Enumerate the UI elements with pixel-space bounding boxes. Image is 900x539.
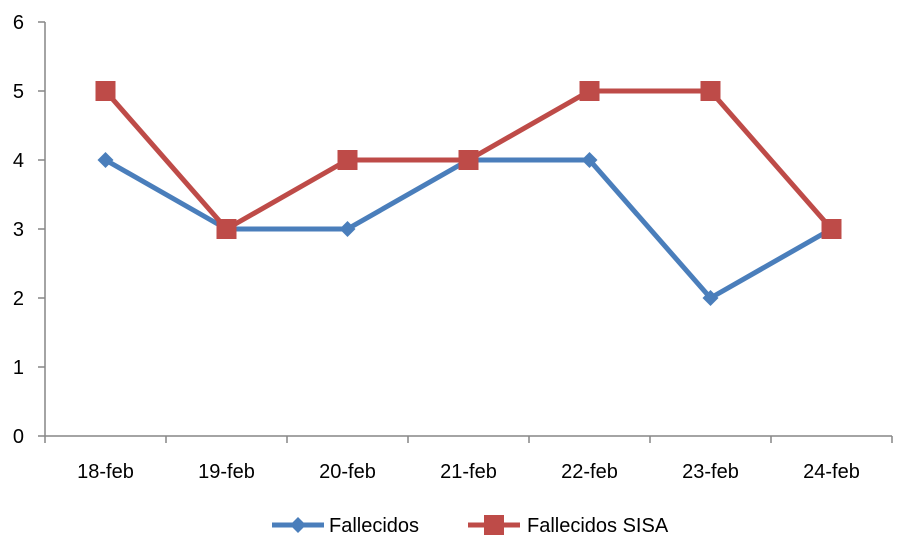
legend-item-0: Fallecidos — [272, 515, 419, 537]
square-marker — [458, 150, 479, 170]
y-tick-label: 0 — [13, 426, 24, 448]
y-tick-label: 1 — [13, 357, 24, 379]
y-tick-label: 4 — [13, 150, 24, 172]
square-marker — [700, 81, 721, 101]
square-marker — [821, 219, 842, 239]
x-tick-label: 23-feb — [682, 461, 739, 483]
series-line — [104, 157, 833, 301]
series-layer — [95, 81, 842, 306]
legend-marker — [290, 517, 306, 533]
x-tick-label: 20-feb — [319, 461, 376, 483]
y-tick-label: 6 — [13, 12, 24, 34]
diamond-marker — [339, 221, 356, 237]
legend-label: Fallecidos — [329, 515, 419, 537]
square-marker — [337, 150, 358, 170]
y-tick-label: 5 — [13, 81, 24, 103]
legend-label: Fallecidos SISA — [527, 515, 669, 537]
chart-legend: Fallecidos Fallecidos SISA — [272, 515, 669, 537]
chart-axes: 0 1 2 3 4 5 6 18-feb 19-feb 20-feb 21-feb 22-feb 23-… — [13, 12, 893, 483]
x-tick-label: 24-feb — [803, 461, 860, 483]
square-marker — [95, 81, 116, 101]
y-tick-label: 3 — [13, 219, 24, 241]
diamond-marker — [581, 152, 598, 168]
diamond-marker — [702, 290, 719, 306]
series-1 — [95, 81, 842, 239]
diamond-marker — [97, 152, 114, 168]
legend-marker — [484, 515, 504, 535]
x-tick-label: 19-feb — [198, 461, 255, 483]
x-tick-label: 21-feb — [440, 461, 497, 483]
square-marker — [579, 81, 600, 101]
x-tick-label: 22-feb — [561, 461, 618, 483]
y-tick-label: 2 — [13, 288, 24, 310]
series-0 — [97, 152, 840, 306]
legend-item-1: Fallecidos SISA — [468, 515, 669, 537]
square-marker — [216, 219, 237, 239]
x-tick-label: 18-feb — [77, 461, 134, 483]
